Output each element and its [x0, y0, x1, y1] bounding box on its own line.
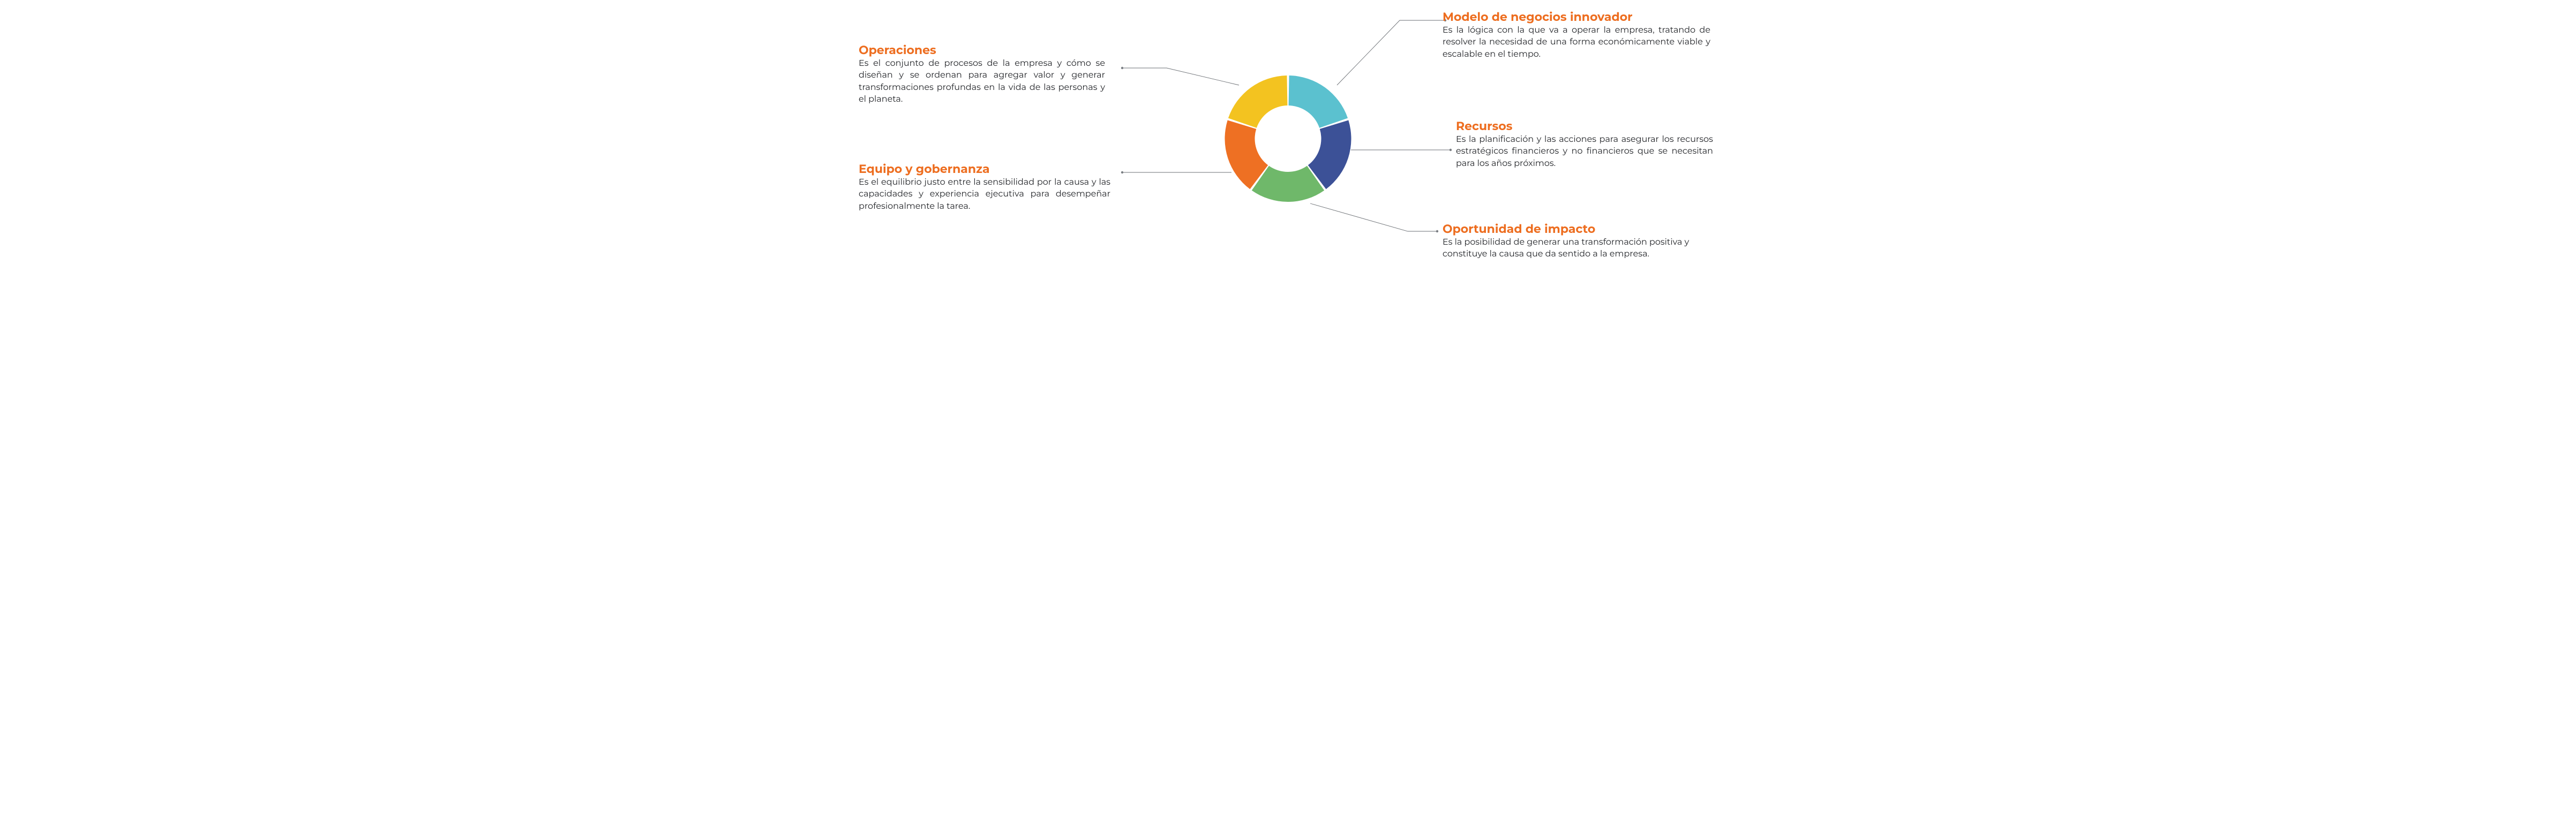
oportunidad-body: Es la posibilidad de generar una transfo… [1443, 237, 1716, 261]
donut-segment-equipo [1225, 120, 1268, 190]
recursos-title: Recursos [1456, 119, 1713, 134]
leader-dot-operaciones [1121, 67, 1123, 69]
donut-segment-modelo [1289, 75, 1348, 128]
leader-dot-recursos [1450, 149, 1452, 151]
leader-line-modelo [1337, 20, 1445, 85]
oportunidad-title: Oportunidad de impacto [1443, 222, 1716, 237]
donut-chart [1225, 75, 1351, 202]
equipo-title: Equipo y gobernanza [859, 162, 1110, 177]
leader-line-operaciones [1122, 68, 1239, 85]
donut-segment-operaciones [1228, 75, 1287, 128]
leader-dot-equipo [1121, 171, 1123, 173]
equipo-body: Es el equilibrio justo entre la sensibil… [859, 177, 1110, 213]
leader-dot-oportunidad [1436, 230, 1438, 232]
recursos-body: Es la planificación y las acciones para … [1456, 134, 1713, 170]
modelo-title: Modelo de negocios innovador [1443, 10, 1710, 25]
operaciones-title: Operaciones [859, 43, 1105, 58]
leader-line-oportunidad [1310, 203, 1437, 231]
modelo-body: Es la lógica con la que va a operar la e… [1443, 25, 1710, 60]
infographic-stage: Operaciones Es el conjunto de procesos d… [859, 0, 1717, 277]
leader-lines [1121, 19, 1452, 232]
donut-segment-oportunidad [1252, 166, 1324, 202]
donut-segment-recursos [1308, 120, 1351, 190]
operaciones-body: Es el conjunto de procesos de la empresa… [859, 58, 1105, 106]
